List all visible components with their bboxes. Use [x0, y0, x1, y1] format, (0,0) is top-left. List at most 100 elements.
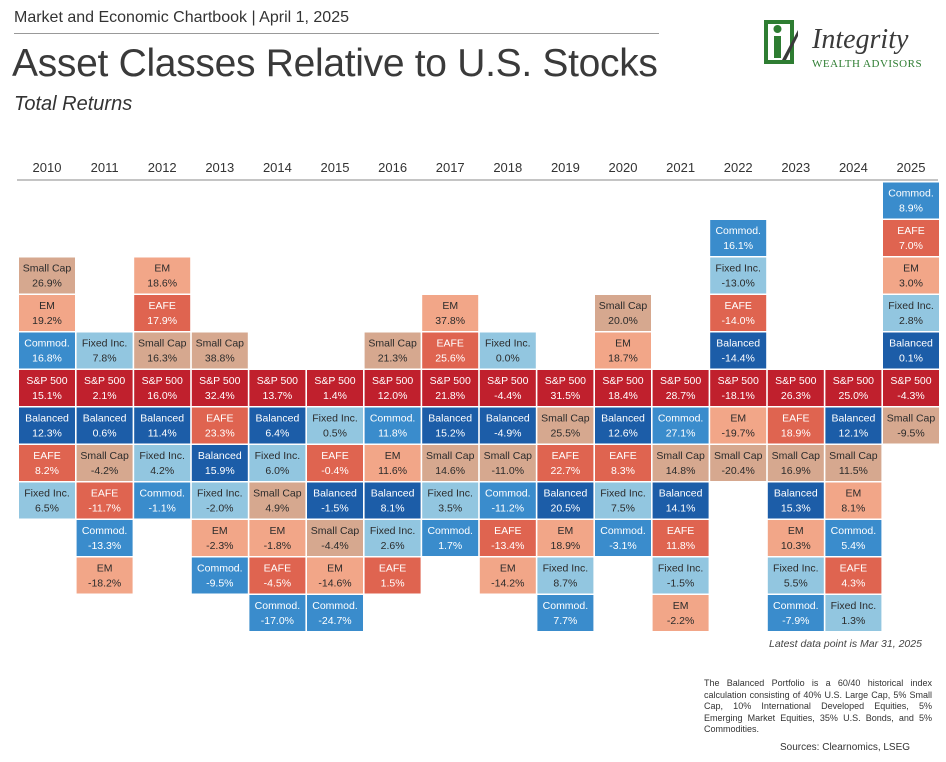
cell-box	[537, 407, 594, 444]
cell-2021-small-cap: Small Cap 14.8%	[652, 445, 709, 481]
cell-value-label: -4.9%	[494, 428, 521, 440]
cell-value-label: -4.4%	[321, 540, 348, 552]
cell-2021-eafe: EAFE 11.8%	[652, 520, 709, 556]
cell-2012-s-p-500: S&P 500 16.0%	[134, 370, 191, 406]
cell-box	[479, 520, 536, 556]
cell-2011-small-cap: Small Cap -4.2%	[76, 445, 133, 481]
cell-box	[537, 595, 594, 631]
cell-value-label: 12.0%	[378, 390, 408, 402]
cell-2020-em: EM 18.7%	[595, 332, 651, 369]
cell-2011-em: EM -18.2%	[76, 557, 133, 594]
cell-2012-small-cap: Small Cap 16.3%	[134, 332, 191, 369]
cell-box	[537, 370, 594, 406]
cell-value-label: 1.4%	[323, 390, 347, 402]
cell-box	[364, 445, 421, 481]
cell-value-label: -13.4%	[491, 540, 524, 552]
cell-2023-em: EM 10.3%	[767, 520, 824, 556]
cell-value-label: -14.0%	[722, 315, 755, 327]
cell-value-label: 15.2%	[435, 428, 465, 440]
cell-2019-commod: Commod. 7.7%	[537, 595, 594, 631]
cell-2022-s-p-500: S&P 500 -18.1%	[710, 370, 767, 406]
cell-box	[710, 332, 767, 369]
cell-asset-label: EAFE	[552, 450, 579, 462]
cell-2019-em: EM 18.9%	[537, 520, 594, 556]
cell-value-label: 18.4%	[608, 390, 638, 402]
cell-asset-label: S&P 500	[833, 375, 874, 387]
cell-box	[307, 557, 363, 594]
cell-box	[134, 257, 191, 294]
cell-box	[191, 332, 248, 369]
cell-box	[825, 370, 882, 406]
cell-asset-label: S&P 500	[142, 375, 183, 387]
cell-box	[537, 445, 594, 481]
cell-2017-small-cap: Small Cap 14.6%	[422, 445, 479, 481]
cell-asset-label: S&P 500	[660, 375, 701, 387]
cell-asset-label: Small Cap	[80, 450, 129, 462]
cell-value-label: 12.3%	[32, 428, 62, 440]
cell-asset-label: Fixed Inc.	[427, 488, 473, 500]
cell-2016-s-p-500: S&P 500 12.0%	[364, 370, 421, 406]
cell-asset-label: Fixed Inc.	[485, 338, 531, 350]
cell-asset-label: EM	[97, 563, 113, 575]
cell-box	[595, 407, 651, 444]
cell-asset-label: Balanced	[371, 488, 415, 500]
cell-box	[595, 370, 651, 406]
cell-value-label: -7.9%	[782, 615, 809, 627]
cell-asset-label: EAFE	[206, 413, 233, 425]
cell-box	[710, 370, 767, 406]
cell-box	[76, 482, 133, 519]
cell-box	[249, 445, 306, 481]
cell-value-label: 18.7%	[608, 353, 638, 365]
cell-box	[249, 482, 306, 519]
cell-asset-label: EAFE	[436, 338, 463, 350]
cell-box	[710, 407, 767, 444]
cell-asset-label: Commod.	[658, 413, 704, 425]
cell-2025-s-p-500: S&P 500 -4.3%	[883, 370, 939, 406]
cell-asset-label: Fixed Inc.	[715, 263, 761, 275]
cell-2023-eafe: EAFE 18.9%	[767, 407, 824, 444]
cell-box	[134, 370, 191, 406]
cell-box	[652, 407, 709, 444]
cell-asset-label: Commod.	[485, 488, 531, 500]
cell-asset-label: Balanced	[25, 413, 69, 425]
cell-2012-balanced: Balanced 11.4%	[134, 407, 191, 444]
cell-2017-commod: Commod. 1.7%	[422, 520, 479, 556]
cell-box	[595, 520, 651, 556]
cell-2016-em: EM 11.6%	[364, 445, 421, 481]
cell-2023-fixed-inc: Fixed Inc. 5.5%	[767, 557, 824, 594]
cell-box	[479, 407, 536, 444]
cell-box	[537, 482, 594, 519]
cell-asset-label: S&P 500	[257, 375, 298, 387]
cell-asset-label: EAFE	[148, 300, 175, 312]
year-label-2013: 2013	[205, 160, 234, 175]
cell-value-label: 18.6%	[147, 278, 177, 290]
cell-2010-commod: Commod. 16.8%	[19, 332, 75, 369]
cell-asset-label: Small Cap	[196, 338, 245, 350]
cell-asset-label: EM	[500, 563, 516, 575]
cell-asset-label: Commod.	[888, 188, 934, 200]
cell-2013-em: EM -2.3%	[191, 520, 248, 556]
cell-asset-label: Small Cap	[599, 300, 648, 312]
cell-value-label: 0.5%	[323, 428, 347, 440]
cell-value-label: -13.0%	[722, 278, 755, 290]
cell-box	[479, 332, 536, 369]
year-label-2018: 2018	[493, 160, 522, 175]
cell-box	[422, 295, 479, 331]
cell-2024-fixed-inc: Fixed Inc. 1.3%	[825, 595, 882, 631]
cell-2020-balanced: Balanced 12.6%	[595, 407, 651, 444]
cell-value-label: 5.5%	[784, 578, 808, 590]
cell-2024-small-cap: Small Cap 11.5%	[825, 445, 882, 481]
cell-value-label: 8.9%	[899, 203, 923, 215]
cell-box	[825, 445, 882, 481]
cell-value-label: 13.7%	[263, 390, 293, 402]
cell-value-label: 14.8%	[666, 465, 696, 477]
cell-2017-fixed-inc: Fixed Inc. 3.5%	[422, 482, 479, 519]
cell-asset-label: Small Cap	[368, 338, 417, 350]
cell-value-label: -14.6%	[318, 578, 351, 590]
cell-2023-small-cap: Small Cap 16.9%	[767, 445, 824, 481]
cell-value-label: 16.9%	[781, 465, 811, 477]
cell-box	[537, 557, 594, 594]
cell-2018-s-p-500: S&P 500 -4.4%	[479, 370, 536, 406]
cell-box	[307, 482, 363, 519]
cell-asset-label: Balanced	[428, 413, 472, 425]
